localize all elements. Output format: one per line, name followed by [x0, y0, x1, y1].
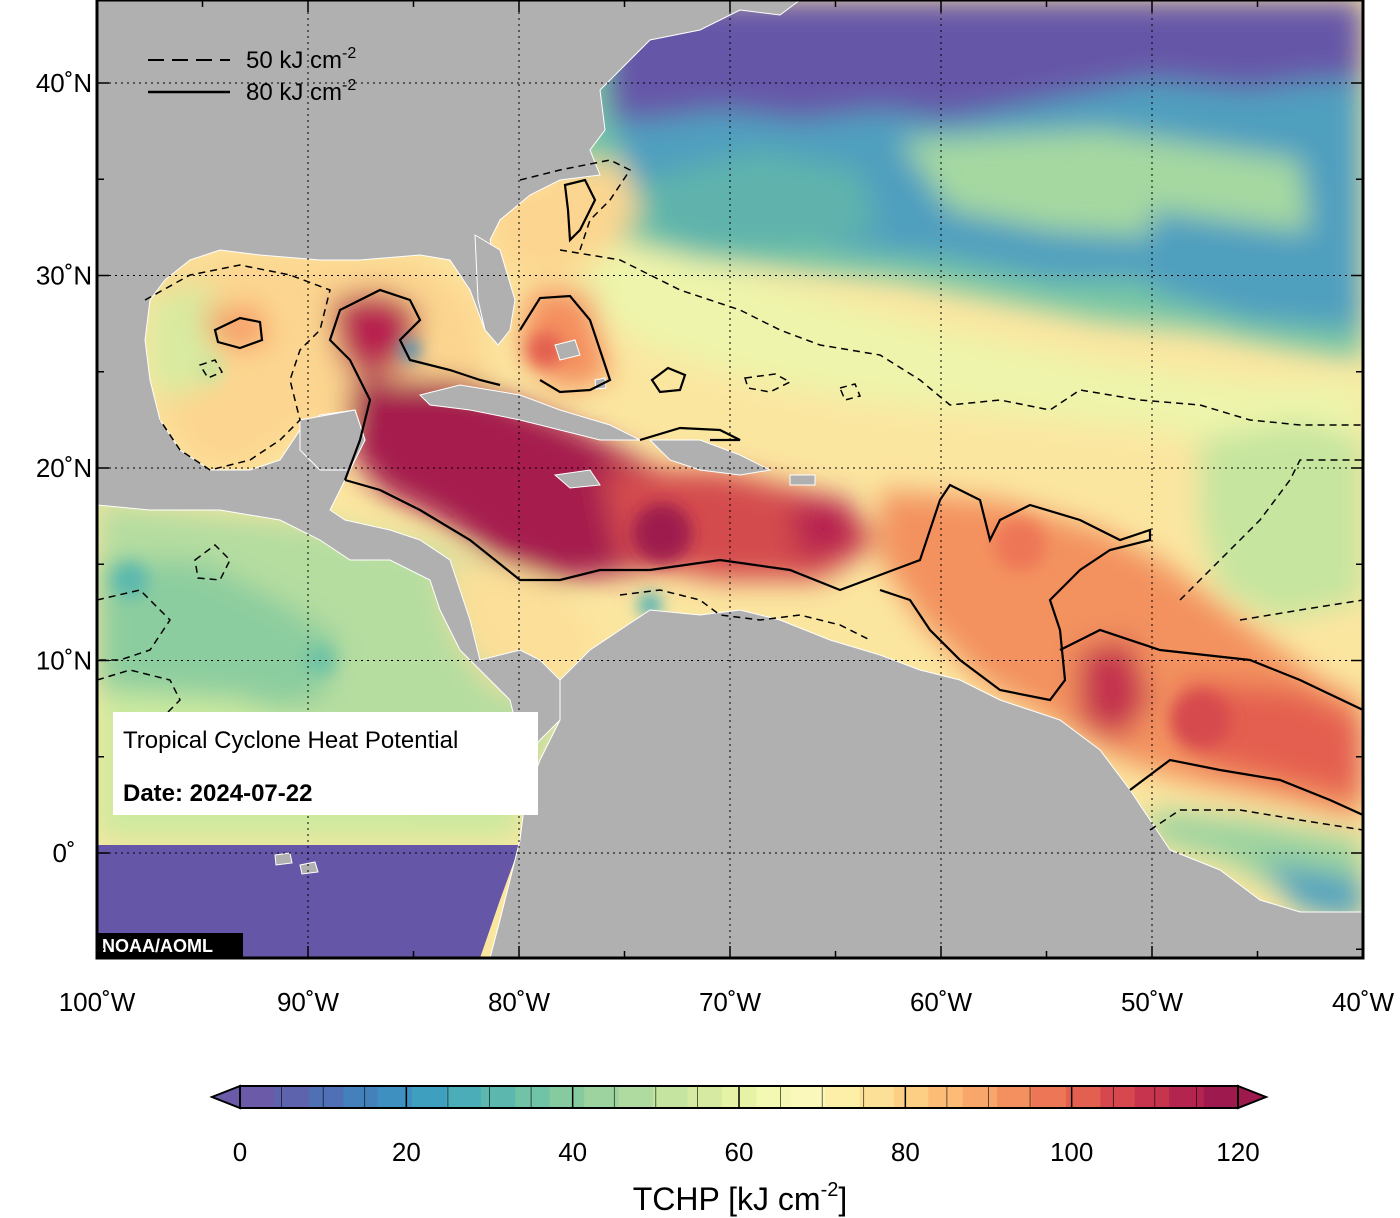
lat-tick-label: 10˚N — [36, 646, 92, 676]
colorbar-swatch — [962, 1086, 998, 1108]
colorbar-swatches — [240, 1086, 1239, 1108]
colorbar-swatch — [790, 1086, 826, 1108]
contour-80-main — [344, 478, 1152, 702]
contour-50-carib-s — [619, 589, 871, 641]
land — [97, 0, 1363, 958]
colorbar-swatch — [549, 1086, 585, 1108]
colorbar-swatch — [240, 1086, 275, 1108]
colorbar-tick-label: 20 — [392, 1137, 421, 1167]
credit-box — [97, 933, 243, 958]
contour-50-gulf — [144, 264, 331, 471]
colorbar-low-arrow — [209, 1084, 241, 1110]
lon-tick-label: 80˚W — [488, 987, 551, 1017]
colorbar-swatch — [343, 1086, 379, 1108]
contour-50-gulf2 — [198, 359, 224, 379]
colorbar-swatch — [1169, 1086, 1205, 1108]
colorbar-swatch — [274, 1086, 310, 1108]
colorbar-ticks: 0 20 40 60 80 100 120 — [233, 1086, 1260, 1167]
lat-tick-label: 40˚N — [36, 68, 92, 98]
colorbar-title: TCHP [kJ cm-2] — [633, 1179, 848, 1217]
colorbar-swatch — [928, 1086, 964, 1108]
map-panel: Tropical Cyclone Heat Potential Date: 20… — [97, 0, 1363, 958]
contour-50-brazil — [1149, 809, 1363, 831]
colorbar-tick-label: 120 — [1216, 1137, 1259, 1167]
contour-80-loop — [328, 288, 501, 481]
lon-tick-label: 40˚W — [1332, 987, 1395, 1017]
colorbar-swatch — [687, 1086, 723, 1108]
colorbar-swatch — [1031, 1086, 1067, 1108]
contour-50-gs — [519, 159, 632, 251]
info-box — [113, 712, 538, 815]
colorbar-tick-label: 60 — [725, 1137, 754, 1167]
axis-ticks — [96, 0, 1364, 958]
colorbar-swatch — [1065, 1086, 1101, 1108]
colorbar-swatch — [480, 1086, 516, 1108]
lon-tick-label: 90˚W — [277, 987, 340, 1017]
axis-labels: 100˚W 90˚W 80˚W 70˚W 60˚W 50˚W 40˚W 40˚N 30˚N 20˚… — [36, 68, 1395, 1017]
contour-legend: 50 kJ cm-2 80 kJ cm-2 — [148, 45, 356, 106]
contours — [97, 159, 1363, 831]
colorbar-tick-label: 40 — [558, 1137, 587, 1167]
colorbar-swatch — [308, 1086, 344, 1108]
lon-tick-label: 60˚W — [910, 987, 973, 1017]
contour-80-small — [650, 366, 687, 394]
contour-50-small2 — [838, 383, 862, 401]
contour-80-gs — [563, 178, 597, 243]
contour-80-south — [1059, 628, 1363, 711]
colorbar-swatch — [412, 1086, 447, 1108]
colorbar-swatch — [825, 1086, 860, 1108]
colorbar-tick-label: 0 — [233, 1137, 247, 1167]
colorbar-swatch — [1100, 1086, 1136, 1108]
contour-50-small — [744, 373, 792, 393]
colorbar-tick-label: 80 — [891, 1137, 920, 1167]
colorbar-swatch — [618, 1086, 654, 1108]
contour-50-ne — [1179, 459, 1363, 601]
colorbar-swatch — [515, 1086, 551, 1108]
colorbar-swatch — [997, 1086, 1033, 1108]
colorbar-swatch — [1134, 1086, 1170, 1108]
legend-dashed-text: 50 kJ cm-2 — [246, 45, 356, 74]
colorbar-swatch — [446, 1086, 482, 1108]
map-title: Tropical Cyclone Heat Potential — [123, 727, 458, 754]
lat-tick-label: 0˚ — [52, 838, 75, 868]
lat-tick-label: 30˚N — [36, 261, 92, 291]
contour-80-bahamas — [519, 294, 612, 394]
lon-tick-label: 70˚W — [699, 987, 762, 1017]
contour-50-ne2 — [1239, 599, 1363, 621]
map-date: Date: 2024-07-22 — [123, 780, 312, 807]
colorbar-swatch — [584, 1086, 620, 1108]
contour-80-gulf-eddy — [213, 316, 264, 350]
colorbar-swatch — [893, 1086, 929, 1108]
colorbar-tick-label: 100 — [1050, 1137, 1093, 1167]
legend-solid-text: 80 kJ cm-2 — [246, 77, 356, 106]
credit-text: NOAA/AOML — [102, 936, 213, 956]
colorbar-swatch — [756, 1086, 792, 1108]
contour-80-amazon — [1129, 758, 1363, 817]
lon-tick-label: 50˚W — [1121, 987, 1184, 1017]
lat-tick-label: 20˚N — [36, 453, 92, 483]
contour-50-north — [559, 249, 1363, 426]
colorbar-swatch — [377, 1086, 413, 1108]
colorbar: 0 20 40 60 80 100 120 TCHP [kJ cm-2] — [209, 1084, 1269, 1217]
colorbar-swatch — [859, 1086, 895, 1108]
colorbar-high-arrow — [1237, 1084, 1269, 1110]
colorbar-swatch — [1203, 1086, 1239, 1108]
lon-tick-label: 100˚W — [59, 987, 136, 1017]
colorbar-swatch — [652, 1086, 688, 1108]
